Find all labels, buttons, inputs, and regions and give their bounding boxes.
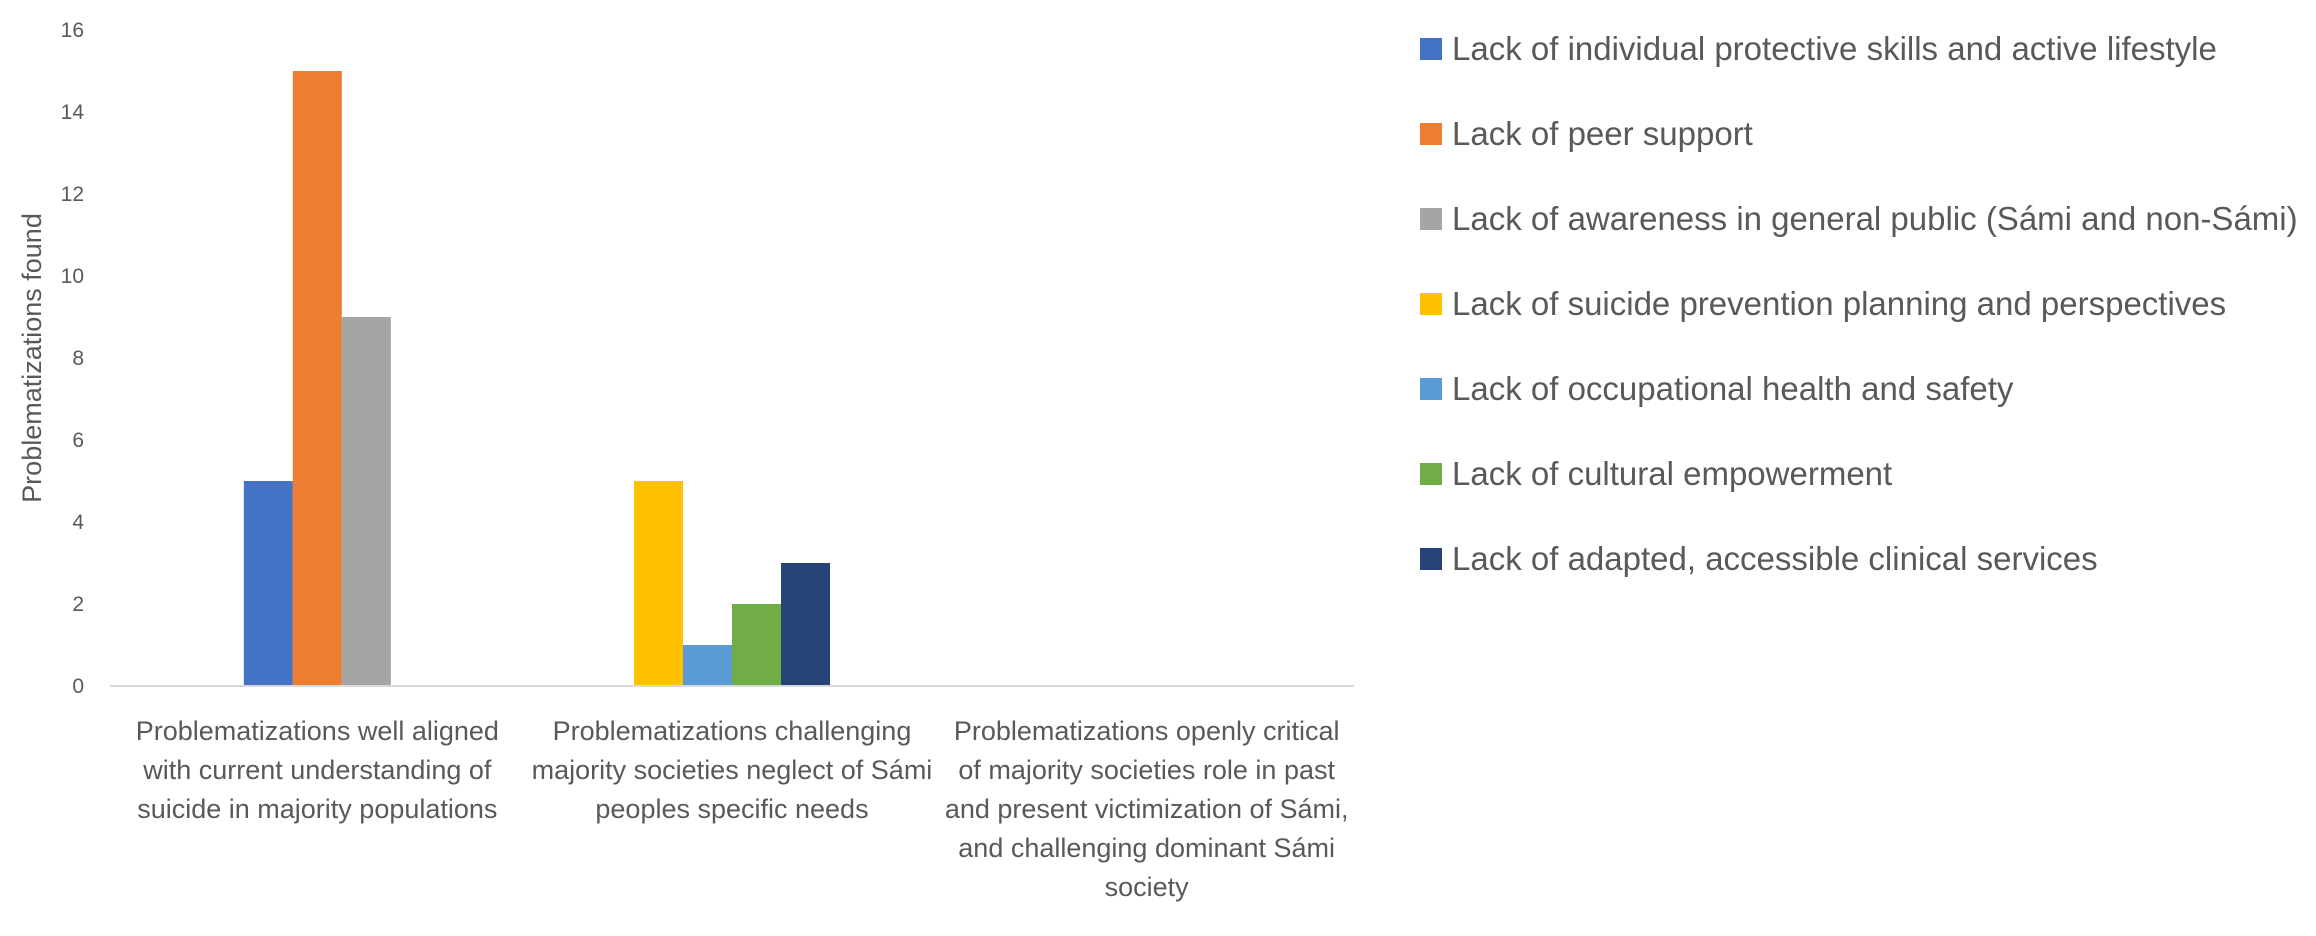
bar-1 bbox=[243, 481, 293, 686]
legend-item: Lack of individual protective skills and… bbox=[1420, 6, 2310, 91]
y-tick-label: 10 bbox=[61, 265, 84, 288]
y-tick-label: 12 bbox=[61, 183, 84, 206]
legend-label: Lack of suicide prevention planning and … bbox=[1452, 284, 2227, 322]
legend-item: Lack of peer support bbox=[1420, 91, 2310, 176]
bar-2 bbox=[292, 71, 342, 686]
legend-label: Lack of occupational health and safety bbox=[1452, 369, 2014, 407]
x-category-label: Problematizations well aligned with curr… bbox=[135, 716, 499, 824]
bar-4 bbox=[634, 481, 683, 686]
y-tick-label: 16 bbox=[61, 19, 84, 42]
y-tick-label: 4 bbox=[72, 511, 84, 534]
bar-7 bbox=[781, 563, 830, 686]
legend-label: Lack of individual protective skills and… bbox=[1452, 29, 2217, 67]
x-category-label: Problematizations challenging majority s… bbox=[531, 716, 933, 824]
legend-label: Lack of adapted, accessible clinical ser… bbox=[1452, 539, 2098, 577]
legend-swatch bbox=[1420, 547, 1442, 570]
legend-label: Lack of awareness in general public (Sám… bbox=[1452, 199, 2298, 237]
x-category-label: Problematizations openly critical of maj… bbox=[944, 716, 1349, 902]
y-axis-label: Problematizations found bbox=[17, 213, 47, 503]
legend-label: Lack of peer support bbox=[1452, 114, 1753, 152]
legend-item: Lack of cultural empowerment bbox=[1420, 431, 2310, 516]
legend-swatch bbox=[1420, 122, 1442, 145]
y-tick-label: 2 bbox=[72, 593, 84, 616]
legend-label: Lack of cultural empowerment bbox=[1452, 454, 1893, 492]
bar-3 bbox=[341, 317, 391, 686]
legend-item: Lack of awareness in general public (Sám… bbox=[1420, 176, 2310, 261]
bar-5 bbox=[683, 645, 732, 686]
y-tick-label: 14 bbox=[61, 101, 85, 124]
legend-swatch bbox=[1420, 292, 1442, 315]
legend-item: Lack of suicide prevention planning and … bbox=[1420, 261, 2310, 346]
legend-swatch bbox=[1420, 377, 1442, 400]
legend-swatch bbox=[1420, 462, 1442, 485]
legend: Lack of individual protective skills and… bbox=[1420, 6, 2310, 601]
legend-swatch bbox=[1420, 37, 1442, 60]
legend-item: Lack of adapted, accessible clinical ser… bbox=[1420, 516, 2310, 601]
legend-item: Lack of occupational health and safety bbox=[1420, 346, 2310, 431]
legend-swatch bbox=[1420, 207, 1442, 230]
y-tick-label: 6 bbox=[72, 429, 84, 452]
bar-6 bbox=[732, 604, 781, 686]
y-tick-label: 8 bbox=[72, 347, 84, 370]
y-tick-label: 0 bbox=[72, 675, 84, 698]
